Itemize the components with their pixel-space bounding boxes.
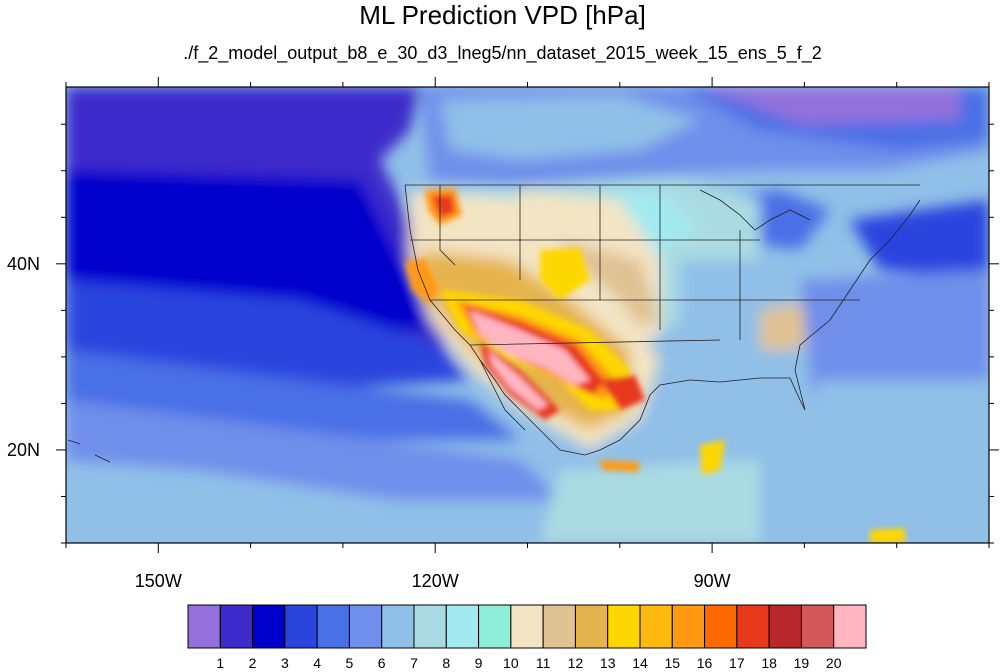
- colorbar-swatch: [413, 604, 447, 649]
- colorbar-label: 20: [825, 655, 842, 671]
- colorbar-swatch: [187, 604, 221, 649]
- colorbar-swatch: [574, 604, 609, 649]
- colorbar-label: 9: [474, 655, 483, 671]
- lon-tick-label: 150W: [134, 571, 182, 591]
- colorbar-swatch: [607, 604, 641, 649]
- colorbar-swatch: [252, 604, 286, 649]
- colorbar-swatch: [445, 604, 480, 649]
- colorbar-swatch: [800, 604, 835, 649]
- colorbar-swatch: [671, 604, 706, 649]
- colorbar-label: 6: [377, 655, 386, 671]
- colorbar-label: 14: [632, 655, 648, 671]
- colorbar-swatch: [736, 604, 770, 649]
- colorbar-swatch: [478, 604, 512, 649]
- colorbar-label: 13: [599, 655, 616, 671]
- colorbar-swatch: [704, 604, 738, 649]
- colorbar-label: 2: [248, 655, 257, 671]
- colorbar-label: 4: [313, 655, 322, 671]
- colorbar-label: 16: [696, 655, 713, 671]
- colorbar-label: 12: [567, 655, 584, 671]
- colorbar-swatch: [219, 604, 254, 649]
- colorbar-swatch: [348, 604, 383, 649]
- colorbar-label: 5: [345, 655, 354, 671]
- colorbar-label: 17: [729, 655, 745, 671]
- colorbar-swatch: [284, 604, 318, 649]
- colorbar: [187, 604, 867, 649]
- axis-ticks: [56, 77, 999, 553]
- colorbar-label: 15: [664, 655, 681, 671]
- coastlines: [67, 184, 921, 463]
- lon-tick-label: 120W: [411, 571, 459, 591]
- colorbar-swatch: [510, 604, 544, 649]
- colorbar-swatch: [381, 604, 415, 649]
- colorbar-label: 11: [535, 655, 551, 671]
- map-subtitle: ./f_2_model_output_b8_e_30_d3_lneg5/nn_d…: [183, 43, 822, 63]
- colorbar-swatch: [316, 604, 350, 649]
- colorbar-swatch: [833, 604, 867, 649]
- lat-tick-label: 40N: [6, 253, 40, 274]
- colorbar-swatch: [639, 604, 673, 649]
- colorbar-label: 1: [216, 655, 225, 671]
- colorbar-swatch: [768, 604, 802, 649]
- colorbar-label: 18: [761, 655, 777, 671]
- colorbar-swatch: [542, 604, 576, 649]
- contour-field: [66, 87, 989, 543]
- colorbar-label: 10: [503, 655, 519, 671]
- colorbar-label: 19: [793, 655, 810, 671]
- colorbar-label: 8: [442, 655, 451, 671]
- colorbar-label: 3: [280, 655, 289, 671]
- lon-tick-label: 90W: [693, 571, 731, 591]
- map-title: ML Prediction VPD [hPa]: [359, 0, 646, 30]
- lat-tick-label: 20N: [6, 439, 40, 460]
- colorbar-label: 7: [410, 655, 418, 671]
